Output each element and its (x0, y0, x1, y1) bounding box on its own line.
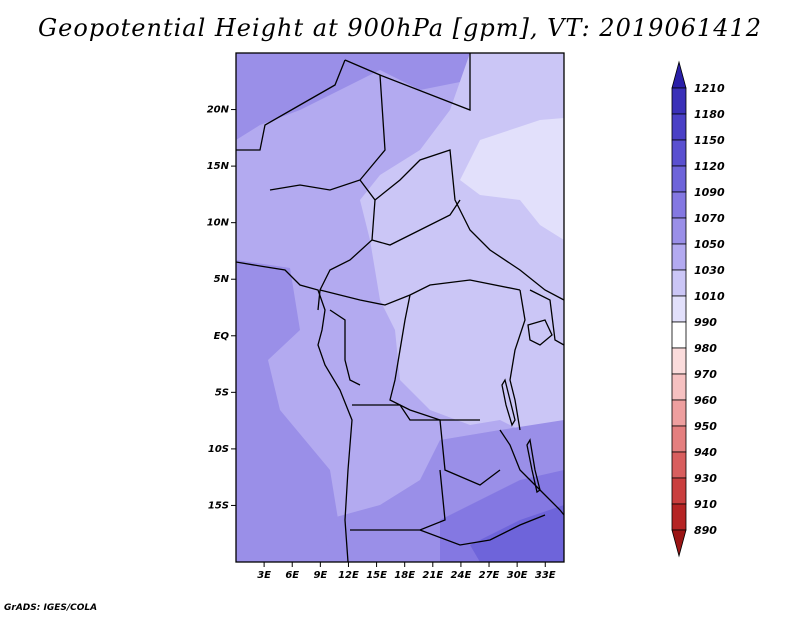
field-north (236, 53, 470, 140)
colorbar-label: 1030 (694, 264, 725, 277)
map-title: Geopotential Height at 900hPa [gpm], VT:… (38, 14, 762, 42)
colorbar-label: 890 (694, 524, 717, 537)
colorbar-swatch (671, 529, 687, 558)
border-south-1 (352, 404, 501, 486)
colorbar-swatch (671, 269, 687, 297)
lon-tick-label: 12E (338, 570, 359, 581)
latitude-axis: 20N 15N 10N 5N EQ 5S 10S 15S (207, 105, 236, 511)
colorbar-swatch (671, 243, 687, 271)
lon-tick-label: 6E (285, 570, 299, 581)
field-south-3 (470, 505, 564, 562)
lat-tick-label: EQ (214, 331, 230, 342)
lon-tick-label: 18E (394, 570, 415, 581)
border-central-6 (329, 309, 361, 386)
colorbar-label: 1120 (694, 160, 725, 173)
colorbar-swatch (671, 165, 687, 193)
colorbar-label: 1090 (694, 186, 725, 199)
lon-tick-label: 33E (535, 570, 556, 581)
colorbar-label: 1150 (694, 134, 725, 147)
colorbar-swatch (671, 399, 687, 427)
height-field (236, 53, 564, 562)
colorbar-swatch (671, 113, 687, 141)
colorbar-swatch (671, 60, 687, 89)
colorbar: 1210 1180 1150 1120 1090 1070 1050 1030 1010 990 9… (671, 60, 725, 558)
field-ne-white (460, 118, 564, 240)
border-central-2 (374, 149, 564, 301)
lat-tick-label: 10N (207, 218, 230, 229)
lon-tick-label: 15E (366, 570, 387, 581)
colorbar-label: 930 (694, 472, 717, 485)
colorbar-label: 1010 (694, 290, 725, 303)
border-south-4 (419, 514, 546, 546)
west-africa-coast (236, 261, 353, 562)
lat-tick-label: 5S (215, 387, 229, 398)
lon-tick-label: 21E (422, 570, 443, 581)
colorbar-label: 960 (694, 394, 717, 407)
colorbar-swatch (671, 87, 687, 115)
border-east-2 (529, 289, 564, 346)
colorbar-swatch (671, 191, 687, 219)
colorbar-swatch (671, 425, 687, 453)
colorbar-label: 950 (694, 420, 717, 433)
border-south-3 (499, 429, 564, 516)
colorbar-swatch (671, 373, 687, 401)
border-central-3 (371, 199, 461, 246)
lon-tick-label: 9E (313, 570, 327, 581)
lake-malawi (526, 438, 541, 494)
colorbar-label: 1050 (694, 238, 725, 251)
grads-credit: GrADS: IGES/COLA (4, 603, 98, 613)
colorbar-swatch (671, 321, 687, 349)
lat-tick-label: 20N (207, 105, 230, 116)
lat-tick-label: 10S (208, 444, 229, 455)
colorbar-swatch (671, 451, 687, 479)
colorbar-label: 1210 (694, 82, 725, 95)
colorbar-swatch (671, 139, 687, 167)
border-north-2 (344, 53, 471, 111)
colorbar-label: 990 (694, 316, 717, 329)
field-west-ocean (236, 260, 345, 562)
colorbar-label: 940 (694, 446, 717, 459)
border-central-5 (389, 294, 480, 421)
lat-tick-label: 15N (207, 161, 230, 172)
border-north-1 (236, 59, 346, 151)
lat-tick-label: 5N (214, 274, 230, 285)
lake-tanganyika (501, 378, 516, 427)
colorbar-swatch (671, 347, 687, 375)
map-frame (235, 52, 565, 563)
lon-tick-label: 30E (507, 570, 528, 581)
colorbar-swatch (671, 295, 687, 323)
colorbar-label: 1180 (694, 108, 725, 121)
coastlines-borders (236, 53, 564, 562)
lon-tick-label: 24E (451, 570, 472, 581)
colorbar-label: 970 (694, 368, 717, 381)
longitude-axis: 3E 6E 9E 12E 15E 18E 21E 24E 27E 30E 33E (257, 562, 556, 581)
lon-tick-label: 27E (479, 570, 500, 581)
lon-tick-label: 3E (257, 570, 271, 581)
colorbar-label: 910 (694, 498, 717, 511)
colorbar-swatch (671, 477, 687, 505)
border-north-3 (269, 74, 386, 191)
lake-victoria (527, 319, 553, 346)
colorbar-swatch (671, 503, 687, 531)
colorbar-label: 980 (694, 342, 717, 355)
colorbar-swatch (671, 217, 687, 245)
colorbar-label: 1070 (694, 212, 725, 225)
lat-tick-label: 15S (208, 500, 229, 511)
border-east-1 (509, 289, 526, 431)
